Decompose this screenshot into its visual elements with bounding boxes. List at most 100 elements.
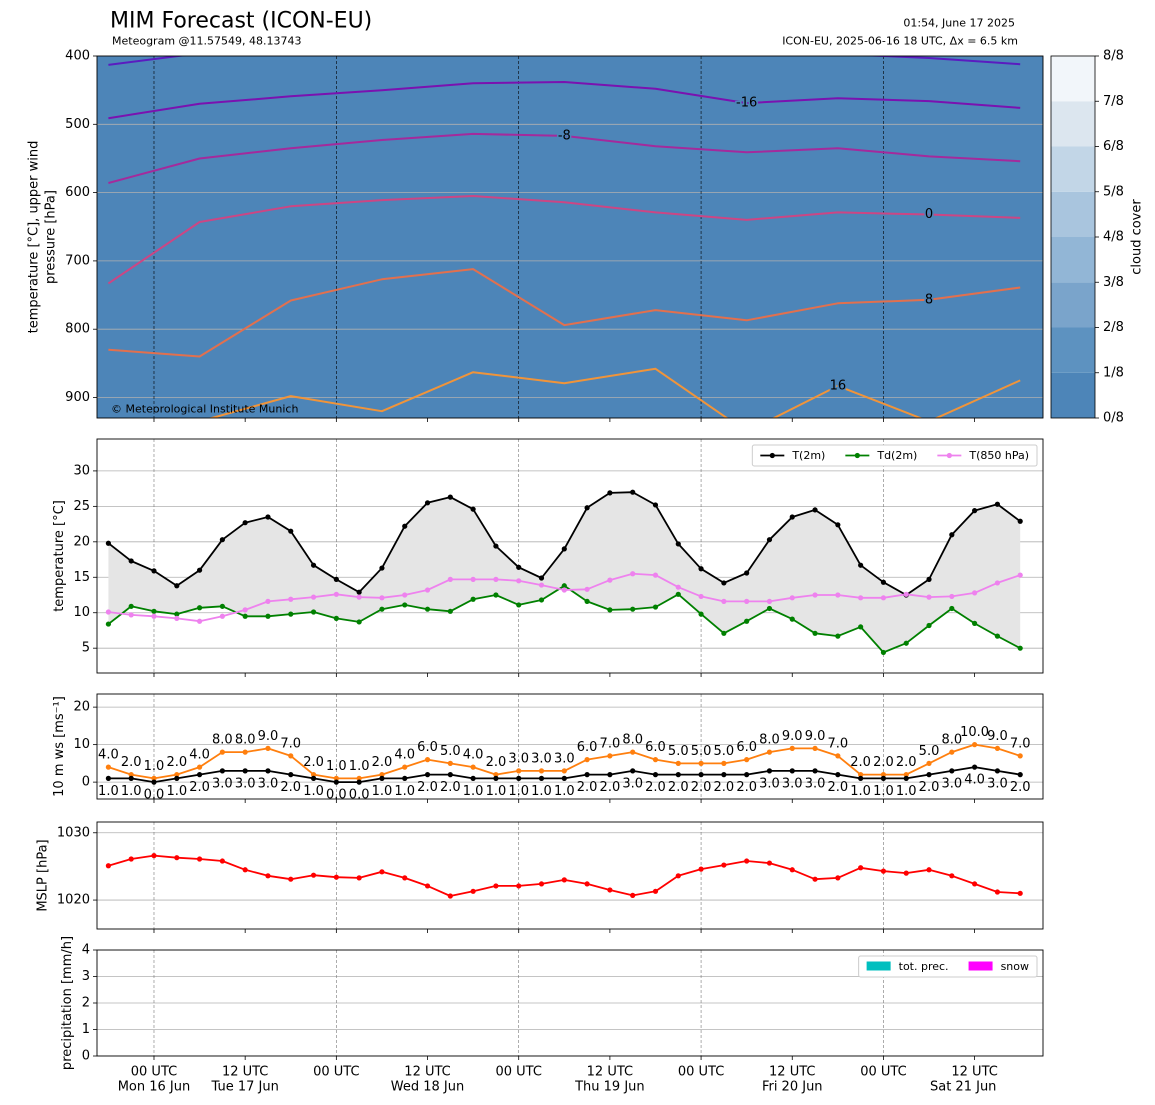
value-label: 1.0	[303, 784, 324, 799]
y-tick-label: 500	[65, 117, 90, 132]
marker	[516, 602, 522, 608]
y-tick-label: 900	[65, 390, 90, 405]
marker	[356, 619, 362, 625]
value-label: 2.0	[486, 755, 507, 770]
marker	[128, 775, 134, 781]
panel-frame	[96, 949, 1044, 1057]
value-label: 3.0	[531, 751, 552, 766]
colorbar-tick-label: 6/8	[1103, 139, 1124, 154]
marker	[561, 546, 567, 552]
value-label: 5.0	[668, 744, 689, 759]
marker	[835, 522, 841, 528]
marker	[789, 745, 795, 751]
value-label: 2.0	[303, 755, 324, 770]
marker	[265, 514, 271, 520]
marker	[858, 562, 864, 568]
value-label: 3.0	[759, 776, 780, 791]
marker	[698, 760, 704, 766]
y-tick-label: 15	[73, 570, 90, 585]
marker	[675, 873, 681, 879]
x-tick-label: 12 UTC	[951, 1065, 997, 1080]
marker	[584, 598, 590, 604]
marker	[607, 887, 613, 893]
copyright: © Meteorological Institute Munich	[111, 403, 298, 416]
marker	[949, 532, 955, 538]
marker	[744, 772, 750, 778]
marker	[356, 875, 362, 881]
value-label: 1.0	[873, 784, 894, 799]
isotherm	[108, 81, 1021, 120]
x-day-label: Thu 19 Jun	[574, 1080, 645, 1095]
marker	[858, 772, 864, 778]
marker	[789, 616, 795, 622]
isotherm	[107, 195, 1021, 285]
marker	[196, 772, 203, 778]
y-tick-label: 20	[73, 534, 90, 549]
y-axis-label: MSLP [hPa]	[35, 839, 50, 911]
legend-marker	[854, 452, 860, 459]
value-label: 8.0	[759, 733, 780, 748]
marker	[1017, 890, 1023, 896]
marker	[105, 540, 111, 546]
y-tick-label: 600	[65, 185, 90, 200]
marker	[561, 877, 567, 883]
marker	[561, 587, 567, 593]
plot-area	[97, 822, 1043, 929]
marker	[812, 507, 818, 513]
marker	[949, 873, 955, 879]
value-label: 2.0	[668, 780, 689, 795]
marker	[105, 863, 111, 869]
marker	[607, 607, 613, 613]
marker	[766, 749, 773, 755]
marker	[652, 604, 659, 610]
marker	[310, 772, 317, 778]
value-label: 2.0	[577, 780, 598, 795]
colorbar-tick-label: 3/8	[1103, 275, 1124, 290]
x-tick-label: 12 UTC	[587, 1065, 633, 1080]
marker	[972, 742, 978, 748]
value-label: 2.0	[189, 780, 210, 795]
colorbar-tick-label: 0/8	[1103, 411, 1124, 426]
value-label: 3.0	[212, 776, 233, 791]
marker	[675, 591, 681, 597]
value-label: 4.0	[189, 748, 210, 763]
marker	[470, 764, 476, 770]
marker	[424, 772, 431, 778]
marker	[926, 760, 932, 766]
colorbar-band	[1051, 56, 1095, 102]
marker	[880, 868, 887, 874]
marker	[652, 772, 659, 778]
marker	[607, 772, 613, 778]
marker	[447, 494, 453, 500]
value-label: 2.0	[417, 780, 438, 795]
marker	[151, 779, 157, 785]
x-tick-label: 00 UTC	[860, 1065, 906, 1080]
value-label: 4.0	[394, 748, 415, 763]
marker	[333, 775, 339, 781]
marker	[835, 753, 841, 759]
y-axis-label: precipitation [mm/h]	[60, 936, 75, 1070]
isotherm-label: 16	[830, 378, 847, 393]
marker	[516, 564, 522, 570]
marker	[949, 593, 955, 600]
colorbar-band	[1051, 191, 1095, 237]
marker	[652, 572, 659, 578]
y-tick-label: 0	[82, 775, 90, 790]
y-tick-label: 700	[65, 253, 90, 268]
marker	[630, 571, 636, 577]
value-label: 1.0	[349, 759, 370, 774]
colorbar-band	[1051, 282, 1095, 328]
marker	[310, 872, 317, 878]
marker	[493, 576, 499, 583]
marker	[584, 881, 590, 887]
isotherm	[108, 132, 1021, 184]
marker	[151, 568, 157, 574]
value-label: 6.0	[645, 740, 666, 755]
marker	[174, 583, 180, 589]
marker	[744, 858, 750, 864]
marker	[310, 609, 317, 615]
marker	[128, 558, 134, 564]
marker	[310, 775, 317, 781]
